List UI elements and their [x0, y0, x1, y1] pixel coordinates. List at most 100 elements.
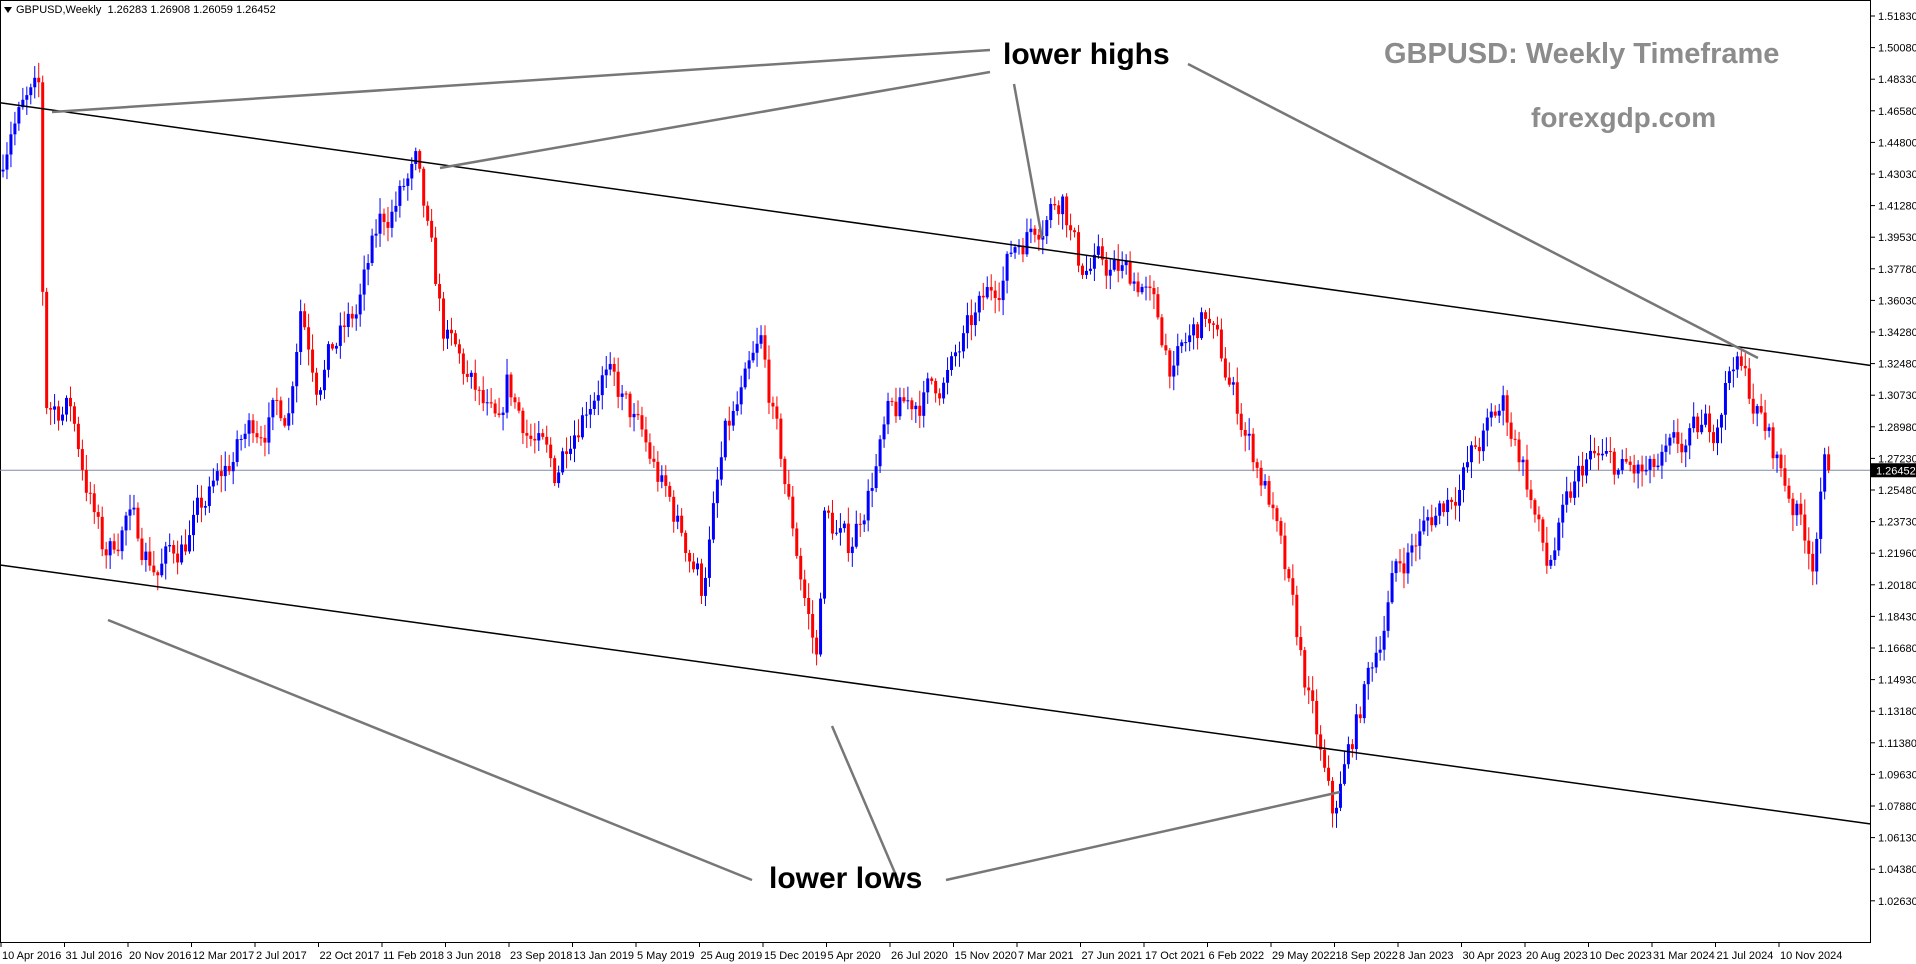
candle-body — [767, 359, 771, 403]
candle-body — [164, 546, 168, 564]
candle-body — [938, 393, 942, 399]
candle-body — [1219, 329, 1223, 359]
candle-body — [1033, 228, 1037, 235]
candle-body — [132, 507, 136, 510]
candle-body — [997, 298, 1001, 301]
candle-body — [223, 465, 227, 477]
x-tick-label: 6 Feb 2022 — [1209, 950, 1265, 962]
candle-body — [1577, 465, 1581, 482]
candle-body — [1716, 427, 1719, 444]
candle-body — [1469, 445, 1473, 463]
candle-body — [473, 372, 477, 390]
candle-body — [1200, 312, 1204, 339]
candle-body — [1196, 324, 1200, 339]
candle-body — [751, 352, 755, 361]
candle-body — [215, 471, 219, 481]
candle-body — [557, 472, 561, 484]
dropdown-triangle-icon[interactable] — [4, 7, 12, 14]
y-tick-label: 1.27230 — [1878, 453, 1916, 465]
candle-body — [1378, 649, 1382, 653]
candle-body — [533, 438, 537, 441]
x-tick-label: 30 Apr 2023 — [1463, 950, 1522, 962]
candle-body — [811, 613, 815, 638]
candle-body — [152, 565, 156, 573]
candle-body — [1291, 578, 1295, 595]
candle-body — [45, 291, 49, 409]
candle-body — [1184, 342, 1188, 344]
candle-body — [1446, 499, 1450, 513]
x-tick-label: 25 Aug 2019 — [701, 950, 763, 962]
candle-body — [636, 413, 640, 416]
candle-body — [1573, 481, 1577, 498]
candle-body — [5, 154, 9, 170]
candle-body — [1069, 225, 1073, 231]
candle-body — [1049, 204, 1053, 221]
candle-body — [664, 475, 668, 486]
candle-body — [1505, 395, 1509, 423]
candle-body — [477, 389, 481, 391]
current-price-tag — [1871, 463, 1916, 478]
candle-body — [358, 294, 362, 315]
y-tick-label: 1.28980 — [1878, 422, 1916, 434]
candle-body — [76, 423, 80, 450]
y-tick-label: 1.18430 — [1878, 611, 1916, 623]
candle-body — [390, 211, 394, 228]
candle-body — [676, 515, 680, 522]
candle-body — [1223, 358, 1227, 378]
candle-body — [1211, 323, 1215, 325]
candle-body — [41, 82, 45, 292]
candle-body — [553, 458, 557, 484]
candle-body — [362, 269, 366, 295]
candle-body — [1156, 294, 1160, 318]
candle-body — [1700, 424, 1704, 433]
candle-body — [827, 510, 830, 513]
candle-body — [338, 325, 342, 346]
candle-body — [1807, 540, 1811, 554]
candle-body — [703, 577, 707, 596]
candle-body — [1684, 445, 1688, 453]
candle-body — [799, 555, 803, 580]
candle-body — [1450, 499, 1454, 502]
x-tick-label: 3 Jun 2018 — [447, 950, 501, 962]
lower-trendline — [0, 564, 1871, 825]
candle-body — [104, 549, 108, 556]
candle-body — [914, 405, 918, 410]
candle-body — [1521, 459, 1525, 463]
candle-body — [632, 413, 636, 418]
candle-body — [414, 151, 418, 164]
candle-body — [775, 406, 779, 419]
candle-body — [1243, 429, 1247, 436]
candle-body — [1799, 503, 1803, 515]
candle-body — [374, 233, 378, 236]
candle-body — [727, 420, 731, 426]
candle-body — [521, 410, 525, 434]
candle-body — [803, 579, 807, 598]
candle-body — [819, 598, 823, 655]
candle-body — [1525, 459, 1529, 490]
candle-body — [1350, 744, 1354, 750]
candle-body — [906, 400, 910, 402]
candle-body — [731, 410, 735, 426]
y-tick-label: 1.09630 — [1878, 769, 1916, 781]
candle-body — [1823, 454, 1827, 492]
candle-body — [993, 290, 997, 299]
candle-body — [1815, 538, 1819, 572]
candle-body — [1124, 261, 1128, 266]
y-tick-label: 1.41280 — [1878, 201, 1916, 213]
candle-body — [65, 397, 68, 415]
candle-body — [862, 520, 866, 525]
y-tick-label: 1.16680 — [1878, 643, 1916, 655]
candle-body — [838, 528, 842, 533]
candle-body — [1215, 324, 1219, 330]
candle-body — [1438, 503, 1442, 516]
x-tick-label: 22 Oct 2017 — [320, 950, 380, 962]
candle-body — [88, 492, 92, 494]
upper-trendline — [0, 101, 1871, 367]
annotation-lower-lows: lower lows — [769, 862, 923, 895]
candle-body — [926, 378, 930, 393]
candle-body — [299, 311, 303, 352]
y-tick-label: 1.25480 — [1878, 485, 1916, 497]
candle-body — [1148, 286, 1152, 289]
candle-body — [1346, 744, 1350, 765]
